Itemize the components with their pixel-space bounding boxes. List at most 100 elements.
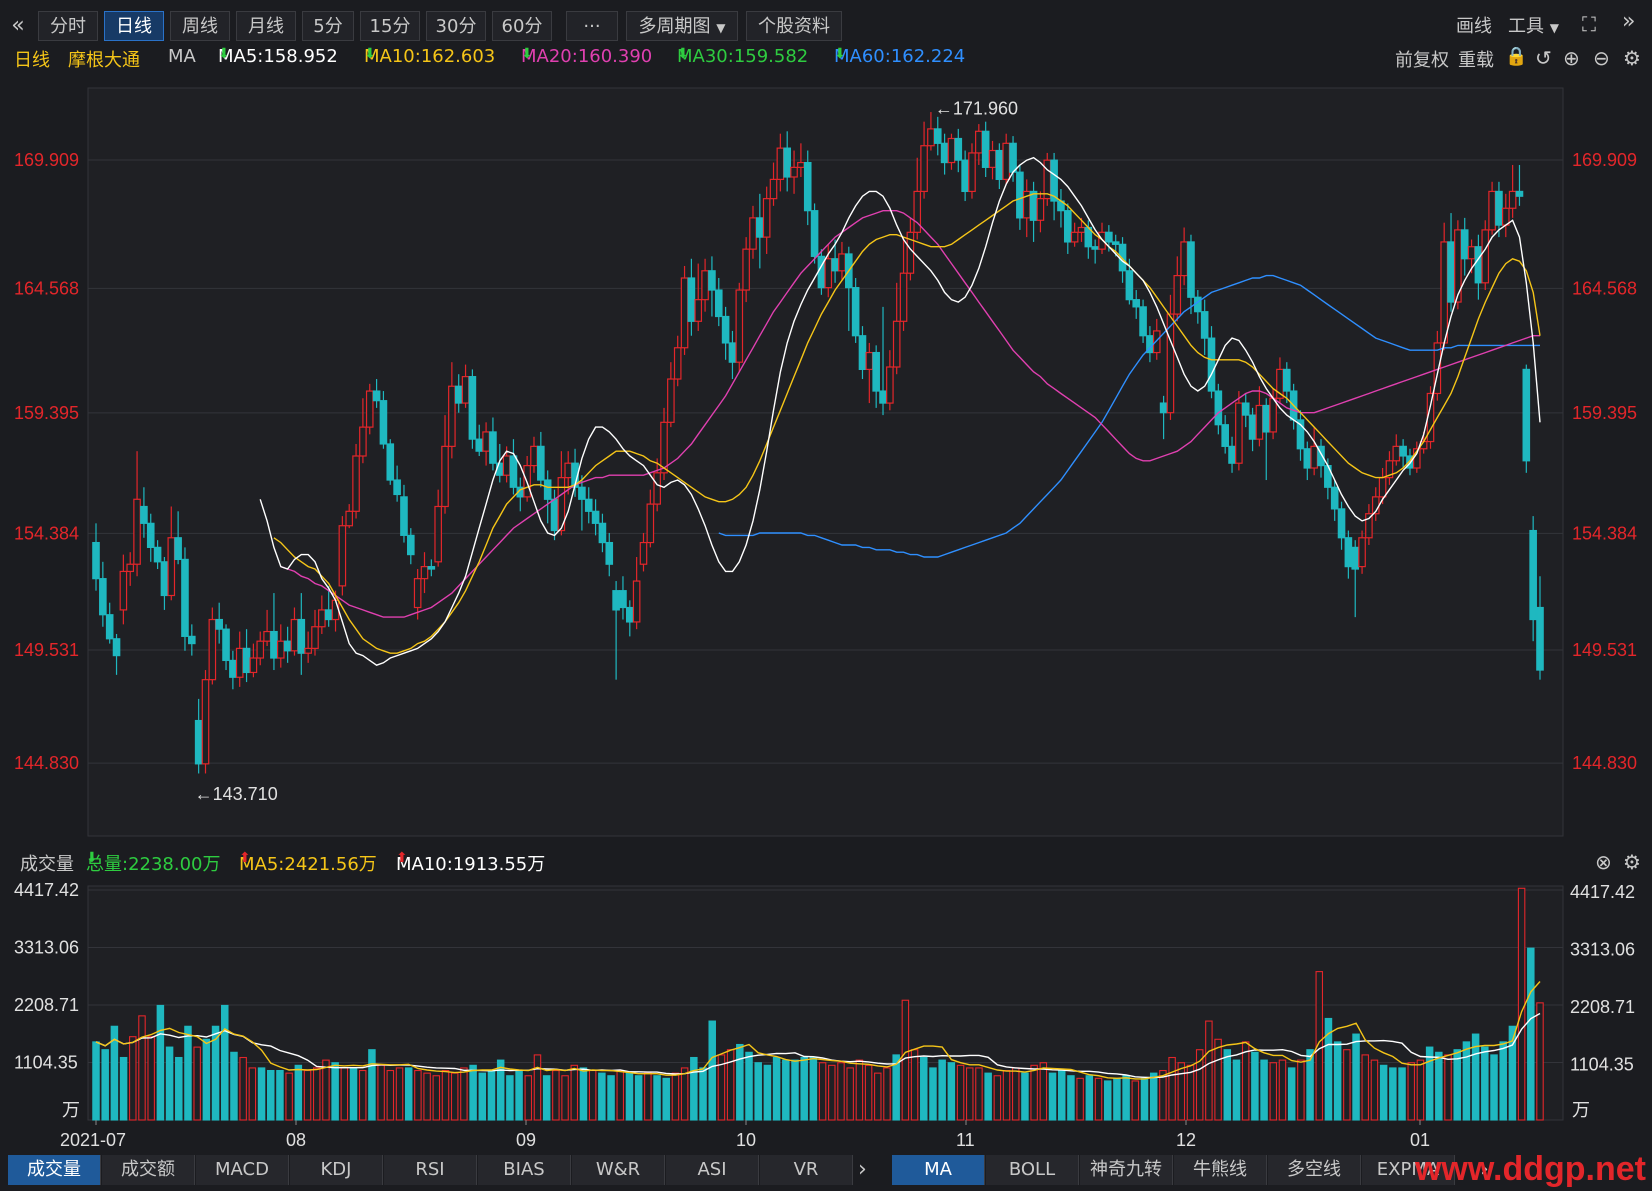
adjust-mode-button[interactable]: 前复权 xyxy=(1395,50,1449,71)
multi-period-chart-dropdown[interactable]: 多周期图 ▼ xyxy=(626,11,738,41)
candle-body xyxy=(988,149,997,168)
indicator-tab[interactable]: BIAS xyxy=(478,1155,571,1185)
volume-bar xyxy=(1324,1017,1333,1121)
settings-gear-icon[interactable]: ⚙ xyxy=(1623,850,1641,874)
more-periods-button[interactable]: ··· xyxy=(566,11,618,41)
volume-bar xyxy=(644,1072,652,1121)
candle-body xyxy=(338,525,347,587)
volume-bar xyxy=(966,1067,974,1121)
indicator-tab[interactable]: 成交量 xyxy=(8,1155,101,1185)
zoom-out-icon[interactable]: ⊖ xyxy=(1593,46,1610,70)
candle-body xyxy=(1344,537,1353,568)
indicator-tab[interactable]: 成交额 xyxy=(102,1155,195,1185)
volume-bar xyxy=(478,1072,487,1121)
indicator-tab[interactable]: MACD xyxy=(196,1155,289,1185)
volume-bar xyxy=(1021,1072,1029,1121)
main-indicator-tab[interactable]: 多空线 xyxy=(1268,1155,1361,1185)
candle-body xyxy=(865,351,874,371)
candle-body xyxy=(1447,241,1455,303)
candle-body xyxy=(92,541,100,580)
collapse-left-icon[interactable]: « xyxy=(11,13,25,38)
volume-bar xyxy=(1057,1069,1066,1121)
candle-body xyxy=(749,217,757,250)
volume-bar xyxy=(211,1025,220,1121)
volume-bar xyxy=(598,1072,606,1121)
volume-bar xyxy=(1389,1067,1397,1121)
lock-icon[interactable]: 🔒 xyxy=(1505,46,1528,67)
candle-body xyxy=(1152,330,1161,354)
period-tab[interactable]: 15分 xyxy=(360,11,420,41)
settings-gear-icon[interactable]: ⚙ xyxy=(1623,46,1641,70)
candle-body xyxy=(482,431,490,452)
candle-body xyxy=(687,277,696,322)
main-indicator-tab[interactable]: 神奇九转 xyxy=(1080,1155,1173,1185)
candle-body xyxy=(99,578,107,616)
main-indicator-tab[interactable]: EXPMA xyxy=(1362,1155,1455,1185)
candle-body xyxy=(927,128,935,147)
candle-body xyxy=(892,320,901,368)
period-tab[interactable]: 日线 xyxy=(104,11,164,41)
candlestick-chart[interactable]: 169.909 169.909 164.568 164.568 159.395 159.3… xyxy=(0,72,1652,850)
candle-body xyxy=(133,498,141,565)
volume-bar xyxy=(1011,1067,1020,1121)
undo-icon[interactable]: ↺ xyxy=(1535,46,1552,70)
close-pane-icon[interactable]: ⊗ xyxy=(1595,850,1612,874)
volume-bar xyxy=(239,1056,247,1121)
indicator-tab[interactable]: VR xyxy=(760,1155,853,1185)
down-arrow-icon: ⬇ xyxy=(521,46,533,62)
volume-bar xyxy=(828,1064,836,1121)
indicator-tabs: 成交量 成交额 MACD KDJ RSI BIAS W&R ASI VR › MA BOLL 神奇九… xyxy=(0,1153,1652,1191)
candle-body xyxy=(379,400,388,445)
candle-body xyxy=(1385,460,1394,479)
draw-line-button[interactable]: 画线 xyxy=(1456,16,1492,37)
candle-body xyxy=(557,477,566,532)
volume-bar xyxy=(432,1075,441,1121)
period-tab[interactable]: 周线 xyxy=(170,11,230,41)
indicator-tab[interactable]: W&R xyxy=(572,1155,665,1185)
stock-info-button[interactable]: 个股资料 xyxy=(746,11,842,41)
main-indicator-tab[interactable]: BOLL xyxy=(986,1155,1079,1185)
candle-body xyxy=(1337,508,1346,539)
indicator-tab[interactable]: RSI xyxy=(384,1155,477,1185)
candle-body xyxy=(413,578,422,609)
volume-bar xyxy=(607,1075,615,1121)
candle-body xyxy=(626,606,634,623)
indicator-tab[interactable]: KDJ xyxy=(290,1155,383,1185)
period-tab[interactable]: 60分 xyxy=(492,11,552,41)
main-indicator-tab[interactable]: 牛熊线 xyxy=(1174,1155,1267,1185)
volume-bar xyxy=(874,1072,882,1121)
candle-body xyxy=(838,253,846,272)
candle-body xyxy=(1536,606,1544,671)
tools-dropdown[interactable]: 工具 ▼ xyxy=(1508,12,1559,38)
volume-bar xyxy=(1370,1059,1379,1121)
volume-bar xyxy=(1168,1056,1176,1121)
volume-bar xyxy=(1113,1077,1121,1121)
candle-body xyxy=(803,161,812,212)
volume-bar xyxy=(1416,1059,1425,1121)
volume-bar xyxy=(524,1075,533,1121)
collapse-right-icon[interactable]: » xyxy=(1622,9,1636,34)
indicator-tab[interactable]: ASI xyxy=(666,1155,759,1185)
period-tab[interactable]: 分时 xyxy=(38,11,98,41)
candle-body xyxy=(1139,306,1147,337)
volume-chart[interactable]: 4417.42 4417.42 3313.06 3313.06 2208.71 2208.… xyxy=(0,876,1652,1153)
reload-button[interactable]: 重载 xyxy=(1458,50,1494,71)
candle-body xyxy=(1228,445,1236,464)
max-price-annotation: ←171.960 xyxy=(935,99,1018,119)
candle-body xyxy=(824,258,833,289)
volume-bar xyxy=(358,1069,367,1121)
period-tab[interactable]: 月线 xyxy=(236,11,296,41)
candle-body xyxy=(153,546,162,563)
zoom-in-icon[interactable]: ⊕ xyxy=(1563,46,1580,70)
chevron-right-icon[interactable]: › xyxy=(858,1157,867,1182)
candle-body xyxy=(256,640,265,659)
chevron-right-icon[interactable]: › xyxy=(1480,1157,1489,1182)
candle-body xyxy=(1009,142,1017,173)
expand-icon[interactable]: ⛶ xyxy=(1582,12,1596,36)
period-tab[interactable]: 30分 xyxy=(426,11,486,41)
main-indicator-tab[interactable]: MA xyxy=(892,1155,985,1185)
period-tab[interactable]: 5分 xyxy=(302,11,354,41)
volume-bar xyxy=(910,1049,919,1121)
volume-bar xyxy=(1462,1041,1471,1121)
down-arrow-icon: ⬇ xyxy=(834,46,846,62)
